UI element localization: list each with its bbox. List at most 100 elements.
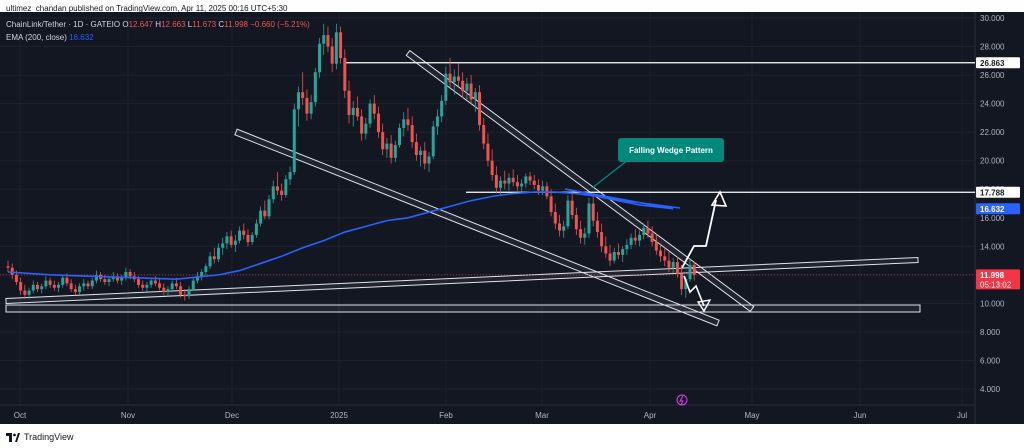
candle-body xyxy=(427,156,431,164)
candle-body xyxy=(52,284,56,288)
tradingview-logo-icon xyxy=(6,432,20,442)
candle-body xyxy=(318,43,322,73)
grid-layer xyxy=(0,12,976,424)
lightning-icon xyxy=(679,395,684,406)
candle-body xyxy=(650,233,654,243)
candle-body xyxy=(608,253,612,261)
close-value: 11.998 xyxy=(224,20,248,29)
x-tick-label: 2025 xyxy=(330,411,348,420)
y-tick-label: 30.000 xyxy=(980,14,1005,23)
candle-body xyxy=(86,283,90,287)
candle-body xyxy=(461,80,465,91)
candle-body xyxy=(490,160,494,175)
candle-body xyxy=(486,143,490,161)
candle-body xyxy=(343,57,347,91)
candle-body xyxy=(229,236,233,245)
candle-body xyxy=(646,227,650,234)
candle-body xyxy=(473,92,477,100)
candle-body xyxy=(553,212,557,224)
candle-body xyxy=(174,283,178,287)
candle-body xyxy=(507,177,511,184)
candle-body xyxy=(166,289,170,292)
x-tick-label: Dec xyxy=(225,411,239,420)
price-label-box xyxy=(976,269,1020,290)
bearish-arrowhead-icon xyxy=(696,299,712,313)
x-tick-label: Jul xyxy=(957,411,967,420)
candle-body xyxy=(149,280,153,285)
candle-body xyxy=(200,272,204,277)
annotation-pointer xyxy=(591,159,629,189)
candle-body xyxy=(612,252,616,261)
open-label: O xyxy=(122,20,129,29)
candle-body xyxy=(604,246,608,254)
candle-body xyxy=(638,234,641,241)
candle-body xyxy=(221,243,225,248)
candle-body xyxy=(503,180,507,184)
candle-body xyxy=(141,284,145,288)
candle-body xyxy=(339,32,343,58)
candle-body xyxy=(671,262,675,268)
candle-body xyxy=(536,184,540,191)
candle-body xyxy=(440,100,444,117)
symbol-name: ChainLink/Tether · 1D · GATEIO xyxy=(6,20,121,29)
y-tick-label: 16.000 xyxy=(980,214,1005,223)
candle-body xyxy=(355,107,359,117)
candle-body xyxy=(27,290,31,295)
bullish-arrowhead-icon xyxy=(710,190,728,207)
candle-body xyxy=(57,284,61,288)
ema-value: 16.632 xyxy=(69,33,94,42)
candle-body xyxy=(313,72,317,103)
candle-body xyxy=(238,230,242,241)
y-tick-label: 24.000 xyxy=(980,100,1005,109)
candle-body xyxy=(191,280,195,290)
price-label-text: 26.863 xyxy=(980,59,1005,68)
candle-body xyxy=(469,83,473,100)
candle-body xyxy=(642,227,646,235)
candle-body xyxy=(153,280,157,284)
candle-body xyxy=(305,97,309,114)
candle-body xyxy=(393,145,397,158)
candle-body xyxy=(659,250,663,257)
candle-body xyxy=(616,252,620,255)
candle-body xyxy=(692,264,696,275)
candle-body xyxy=(128,272,132,277)
footer-brand: TradingView xyxy=(24,432,74,442)
candle-body xyxy=(583,233,587,238)
candle-body xyxy=(275,186,279,191)
high-label: H xyxy=(155,20,162,29)
candle-body xyxy=(263,210,267,217)
y-tick-label: 28.000 xyxy=(980,43,1005,52)
low-label: L xyxy=(187,20,193,29)
candle-body xyxy=(675,262,679,274)
price-label-text: 11.998 xyxy=(980,271,1005,280)
price-label-box xyxy=(976,203,1020,215)
candles xyxy=(6,23,696,301)
candle-body xyxy=(326,35,330,47)
candle-body xyxy=(566,200,570,227)
pattern-drawings xyxy=(0,49,975,327)
candle-body xyxy=(179,286,183,295)
candle-body xyxy=(44,280,48,287)
x-tick-label: Jun xyxy=(854,411,867,420)
candle-body xyxy=(414,142,418,155)
candle-body xyxy=(267,199,271,217)
x-tick-label: Feb xyxy=(439,411,453,420)
candle-body xyxy=(528,176,532,181)
candle-body xyxy=(351,107,355,116)
alert-icon xyxy=(676,394,688,406)
candle-body xyxy=(574,214,578,230)
candle-body xyxy=(452,76,456,83)
candle-body xyxy=(465,83,469,91)
candle-body xyxy=(334,32,338,64)
candle-body xyxy=(482,125,486,144)
candle-body xyxy=(402,119,406,128)
candle-body xyxy=(78,286,82,292)
candle-body xyxy=(520,183,524,187)
bearish-projection-arrow xyxy=(683,275,705,307)
candle-body xyxy=(667,260,671,268)
candle-body xyxy=(40,286,44,290)
candle-body xyxy=(35,284,39,290)
countdown-label-text: 05:13:02 xyxy=(980,280,1012,289)
